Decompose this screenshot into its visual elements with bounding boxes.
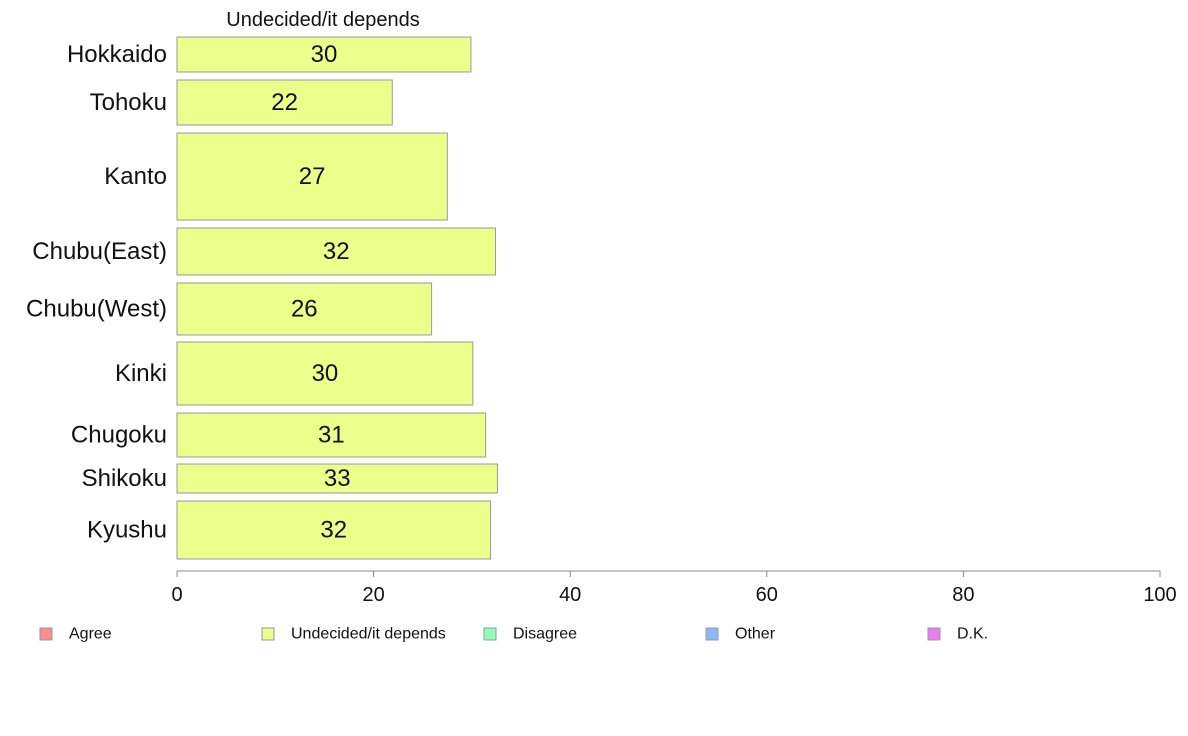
legend: Agree Undecided/it depends Disagree Other D.… (39, 626, 988, 643)
legend-label: Undecided/it depends (291, 626, 446, 643)
category-label: Kanto (104, 163, 167, 190)
value-label: 22 (271, 89, 298, 116)
x-tick-label: 100 (1143, 584, 1176, 606)
bar-shikoku (176, 463, 498, 494)
value-label: 30 (311, 41, 338, 68)
bar-kanto (176, 132, 448, 221)
bar-kinki (176, 341, 474, 406)
category-label: Hokkaido (67, 41, 167, 68)
x-axis: 0 20 40 60 80 100 (171, 570, 1177, 606)
x-tick-label: 80 (952, 584, 974, 606)
legend-label: Agree (69, 626, 112, 643)
category-label: Kinki (115, 360, 167, 387)
x-tick-label: 0 (171, 584, 182, 606)
x-tick-label: 20 (362, 584, 384, 606)
bar-chugoku (176, 412, 487, 458)
category-label: Kyushu (87, 517, 167, 544)
category-label: Tohoku (90, 89, 167, 116)
value-label: 27 (299, 163, 326, 190)
bar-chubu-east- (176, 227, 496, 276)
legend-swatch (927, 627, 941, 641)
bar-hokkaido (176, 36, 472, 73)
bar-tohoku (176, 79, 393, 126)
legend-label: Disagree (513, 626, 577, 643)
bar-kyushu (176, 500, 492, 560)
value-label: 32 (320, 517, 347, 544)
value-label: 33 (324, 465, 351, 492)
bar-chubu-west- (176, 282, 433, 336)
x-tick-label: 60 (756, 584, 778, 606)
legend-swatch (483, 627, 497, 641)
legend-label: D.K. (957, 626, 988, 643)
category-label: Shikoku (82, 465, 167, 492)
legend-swatch (39, 627, 53, 641)
value-label: 26 (291, 296, 318, 323)
legend-swatch (705, 627, 719, 641)
value-label: 30 (312, 360, 339, 387)
legend-swatch (261, 627, 275, 641)
value-label: 31 (318, 422, 345, 449)
bars-layer: Hokkaido 30 Tohoku 22 Kanto 27 Chubu(East) 32 Ch… (26, 36, 498, 560)
chart-title: Undecided/it depends (226, 9, 419, 31)
category-label: Chubu(East) (32, 238, 167, 265)
legend-label: Other (735, 626, 776, 643)
value-label: 32 (323, 238, 350, 265)
category-label: Chugoku (71, 422, 167, 449)
category-label: Chubu(West) (26, 296, 167, 323)
x-tick-label: 40 (559, 584, 581, 606)
